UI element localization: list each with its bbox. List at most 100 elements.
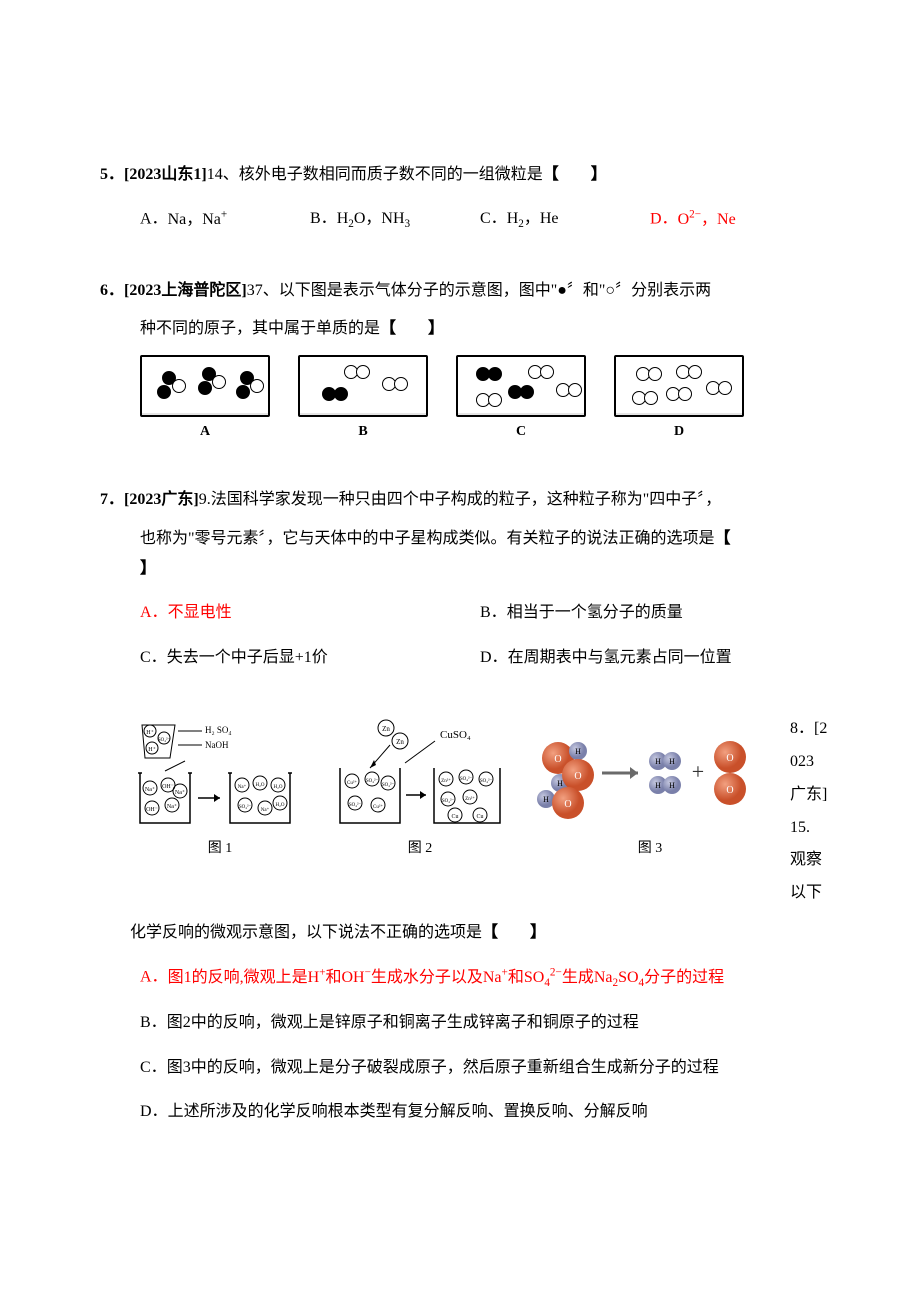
q6-panel-a: A <box>140 355 270 446</box>
svg-text:Zn: Zn <box>396 738 404 746</box>
svg-text:O: O <box>726 753 733 764</box>
q6-box-d <box>614 355 744 417</box>
svg-text:H⁺: H⁺ <box>146 729 154 736</box>
svg-text:Cu²⁺: Cu²⁺ <box>347 780 357 786</box>
q8-choice-c: C．图3中的反响，微观上是分子破裂成原子，然后原子重新组合生成新分子的过程 <box>140 1053 820 1083</box>
q8-cont-text: 化学反响的微观示意图，以下说法不正确的选项是【 】 <box>130 918 820 948</box>
q6-qn: 37、 <box>247 282 279 299</box>
q8-fig3-svg: O H H O H O H H H H + O O <box>530 713 770 833</box>
q5-choice-c: C．H2，He <box>480 204 650 235</box>
svg-text:H: H <box>543 795 549 804</box>
q5-number: 5． <box>100 160 124 190</box>
q5-source: [2023山东1] <box>124 166 207 183</box>
svg-text:Na⁺: Na⁺ <box>175 789 185 796</box>
q5-bracket: 【 】 <box>543 166 607 183</box>
svg-text:NaOH: NaOH <box>205 740 229 750</box>
q7-choices-row2: C．失去一个中子后显+1价 D．在周期表中与氢元素占同一位置 <box>100 643 820 673</box>
q8-choice-a-text: 图1的反响,微观上是H+和OH−生成水分子以及Na+和SO42−生成Na2SO4… <box>168 969 725 986</box>
q8-fig2: Zn Zn CuSO₄ Cu²⁺ SO₄²⁻ SO₄²⁻ SO₄²⁻ Cu²⁺ … <box>330 713 510 863</box>
svg-text:Na⁺: Na⁺ <box>167 803 177 810</box>
q8-choice-a: A．图1的反响,微观上是H+和OH−生成水分子以及Na+和SO42−生成Na2S… <box>140 962 820 994</box>
q8-fig1-label: 图 1 <box>130 836 310 863</box>
q5-choice-a: A．Na，Na+ <box>140 204 310 235</box>
svg-text:O: O <box>574 771 581 782</box>
q7-choice-c: C．失去一个中子后显+1价 <box>140 643 480 673</box>
q8-fig3: O H H O H O H H H H + O O 图 3 <box>530 713 770 863</box>
q7-bracket-close: 】 <box>100 554 820 584</box>
q7-text-part2: 也称为"零号元素〞，它与天体中的中子星构成类似。有关粒子的说法正确的选项是【 <box>100 524 820 554</box>
q8-right-text: 8．[2 023 广东] 15. 观察 以下 <box>790 713 832 910</box>
q6-header: 6． [2023上海普陀区]37、以下图是表示气体分子的示意图，图中"●〞和"○… <box>100 276 820 306</box>
svg-text:Na⁺: Na⁺ <box>261 807 270 813</box>
q8-choice-d: D．上述所涉及的化学反响根本类型有复分解反响、置换反响、分解反响 <box>140 1097 820 1127</box>
svg-text:H: H <box>669 757 675 766</box>
question-5: 5． [2023山东1]14、核外电子数相同而质子数不同的一组微粒是【 】 A．… <box>100 160 820 236</box>
q8-fig1: Na⁺ OH⁻ OH⁻ Na⁺ Na⁺ H⁺ SO₄²⁻ H⁺ H₂ SO₄ N… <box>130 713 310 863</box>
q7-number: 7． <box>100 485 124 515</box>
q8-choice-b: B．图2中的反响，微观上是锌原子和铜离子生成锌离子和铜原子的过程 <box>140 1008 820 1038</box>
svg-text:H: H <box>655 757 661 766</box>
svg-text:O: O <box>726 785 733 796</box>
q5-choice-b-text: H2O，NH3 <box>337 210 410 227</box>
svg-text:Cu: Cu <box>451 814 458 820</box>
svg-text:Na⁺: Na⁺ <box>145 786 155 793</box>
svg-text:O: O <box>564 799 571 810</box>
q6-label-b: B <box>298 419 428 446</box>
q6-label-d: D <box>614 419 744 446</box>
q5-header: 5． [2023山东1]14、核外电子数相同而质子数不同的一组微粒是【 】 <box>100 160 820 190</box>
q6-box-c <box>456 355 586 417</box>
q6-panel-c: C <box>456 355 586 446</box>
svg-text:H₂O: H₂O <box>274 785 283 790</box>
svg-text:SO₄²⁻: SO₄²⁻ <box>366 778 379 784</box>
q7-qn: 9. <box>199 491 211 508</box>
svg-text:O: O <box>554 754 561 765</box>
q5-choice-b: B．H2O，NH3 <box>310 204 480 235</box>
q6-label-c: C <box>456 419 586 446</box>
svg-text:H: H <box>557 779 563 788</box>
q6-box-a <box>140 355 270 417</box>
svg-text:H: H <box>669 781 675 790</box>
q6-panel-b: B <box>298 355 428 446</box>
svg-text:H₂ SO₄: H₂ SO₄ <box>205 725 232 735</box>
q6-panel-d: D <box>614 355 744 446</box>
q6-label-a: A <box>140 419 270 446</box>
svg-text:SO₄²⁻: SO₄²⁻ <box>382 782 395 788</box>
question-6: 6． [2023上海普陀区]37、以下图是表示气体分子的示意图，图中"●〞和"○… <box>100 276 820 445</box>
q5-choice-d: D．O2−，Ne <box>650 204 820 235</box>
q6-diagrams: A B C D <box>100 355 820 446</box>
q5-choice-c-text: H2，He <box>507 210 559 227</box>
q8-fig1-svg: Na⁺ OH⁻ OH⁻ Na⁺ Na⁺ H⁺ SO₄²⁻ H⁺ H₂ SO₄ N… <box>130 713 310 833</box>
svg-text:H: H <box>575 747 581 756</box>
q5-text: 核外电子数相同而质子数不同的一组微粒是 <box>239 166 543 183</box>
svg-text:CuSO₄: CuSO₄ <box>440 729 471 741</box>
svg-text:OH⁻: OH⁻ <box>146 807 158 813</box>
q8-fig2-label: 图 2 <box>330 836 510 863</box>
q6-text-part1: 以下图是表示气体分子的示意图，图中"●〞和"○〞分别表示两 <box>279 282 711 299</box>
q7-text-part1: 法国科学家发现一种只由四个中子构成的粒子，这种粒子称为"四中子〞， <box>211 491 722 508</box>
q5-choice-d-text: O2−，Ne <box>678 211 736 228</box>
q8-continuation: 化学反响的微观示意图，以下说法不正确的选项是【 】 A．图1的反响,微观上是H+… <box>100 918 820 1127</box>
svg-text:SO₄²⁻: SO₄²⁻ <box>239 804 252 810</box>
svg-text:SO₄²⁻: SO₄²⁻ <box>460 776 473 782</box>
svg-text:Cu: Cu <box>476 814 483 820</box>
svg-text:H: H <box>655 781 661 790</box>
q7-choice-d: D．在周期表中与氢元素占同一位置 <box>480 643 820 673</box>
svg-text:SO₄²⁻: SO₄²⁻ <box>349 802 362 808</box>
q7-choice-a: A．不显电性 <box>140 598 480 628</box>
svg-text:Zn²⁺: Zn²⁺ <box>441 778 451 784</box>
svg-text:Cu²⁺: Cu²⁺ <box>373 804 383 810</box>
question-7: 7． [2023广东]9.法国科学家发现一种只由四个中子构成的粒子，这种粒子称为… <box>100 485 820 673</box>
svg-text:+: + <box>692 759 704 784</box>
q8-fig2-svg: Zn Zn CuSO₄ Cu²⁺ SO₄²⁻ SO₄²⁻ SO₄²⁻ Cu²⁺ … <box>330 713 510 833</box>
question-8: Na⁺ OH⁻ OH⁻ Na⁺ Na⁺ H⁺ SO₄²⁻ H⁺ H₂ SO₄ N… <box>100 713 820 1127</box>
q6-bracket: 【 】 <box>380 320 444 337</box>
svg-text:SO₄²⁻: SO₄²⁻ <box>158 737 171 743</box>
svg-text:H⁺: H⁺ <box>148 746 156 753</box>
q8-fig3-label: 图 3 <box>530 836 770 863</box>
q7-choice-b: B．相当于一个氢分子的质量 <box>480 598 820 628</box>
q8-figures-row: Na⁺ OH⁻ OH⁻ Na⁺ Na⁺ H⁺ SO₄²⁻ H⁺ H₂ SO₄ N… <box>100 713 820 910</box>
q7-header: 7． [2023广东]9.法国科学家发现一种只由四个中子构成的粒子，这种粒子称为… <box>100 485 820 515</box>
q5-qn: 14、 <box>207 166 239 183</box>
q6-source: [2023上海普陀区] <box>124 282 247 299</box>
svg-text:H₂O: H₂O <box>256 783 265 788</box>
